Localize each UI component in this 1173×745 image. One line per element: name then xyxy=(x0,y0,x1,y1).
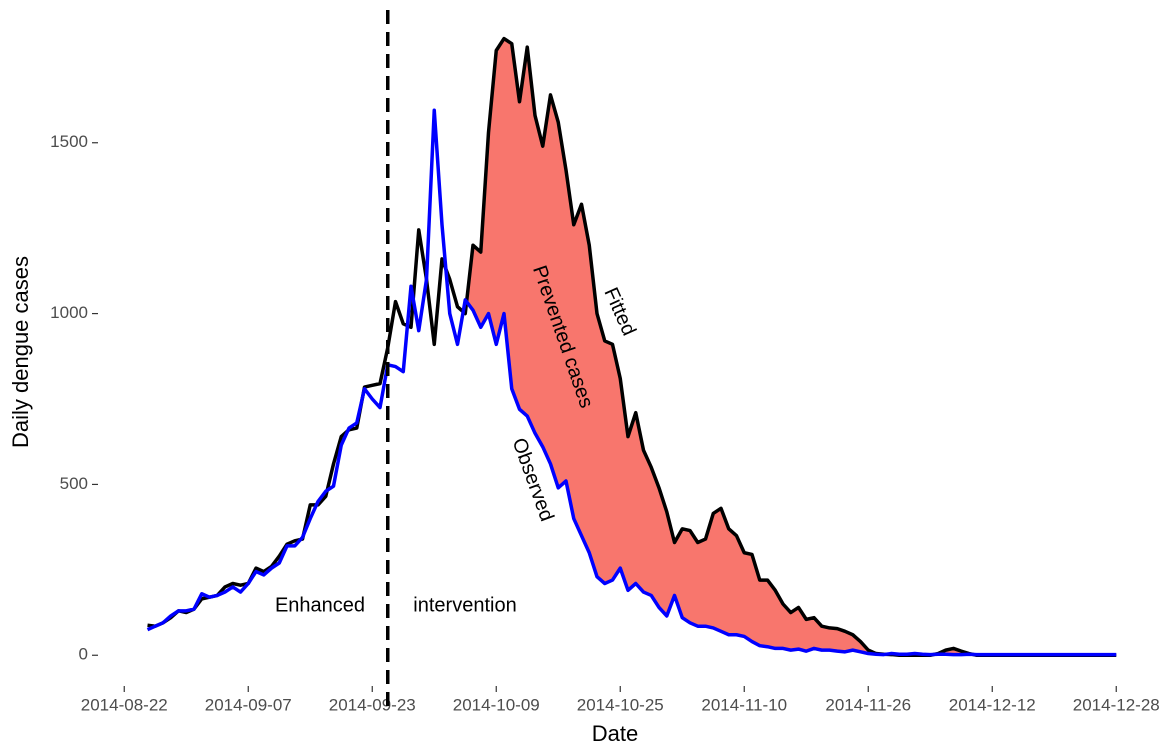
x-tick-label: 2014-11-26 xyxy=(825,695,911,714)
annotation: Fitted xyxy=(599,284,639,339)
x-tick-label: 2014-09-23 xyxy=(329,695,416,714)
x-tick-label: 2014-10-09 xyxy=(453,695,540,714)
y-tick-label: 1000 xyxy=(50,303,88,322)
x-axis-title: Date xyxy=(592,721,638,745)
y-tick-label: 1500 xyxy=(50,132,88,151)
x-tick-label: 2014-09-07 xyxy=(205,695,292,714)
line-series xyxy=(147,36,1117,657)
x-tick-label: 2014-08-22 xyxy=(81,695,168,714)
x-tick-label: 2014-10-25 xyxy=(577,695,664,714)
y-tick-label: 500 xyxy=(60,474,88,493)
y-axis-title: Daily dengue cases xyxy=(8,256,33,448)
y-tick-label: 0 xyxy=(79,645,88,664)
prevented-area xyxy=(465,38,1117,656)
line-series xyxy=(146,108,1117,657)
x-tick-label: 2014-12-12 xyxy=(949,695,1036,714)
x-tick-label: 2014-12-28 xyxy=(1073,695,1160,714)
annotation: intervention xyxy=(413,594,516,616)
x-tick-label: 2014-11-10 xyxy=(701,695,787,714)
annotation: Enhanced xyxy=(275,594,365,616)
